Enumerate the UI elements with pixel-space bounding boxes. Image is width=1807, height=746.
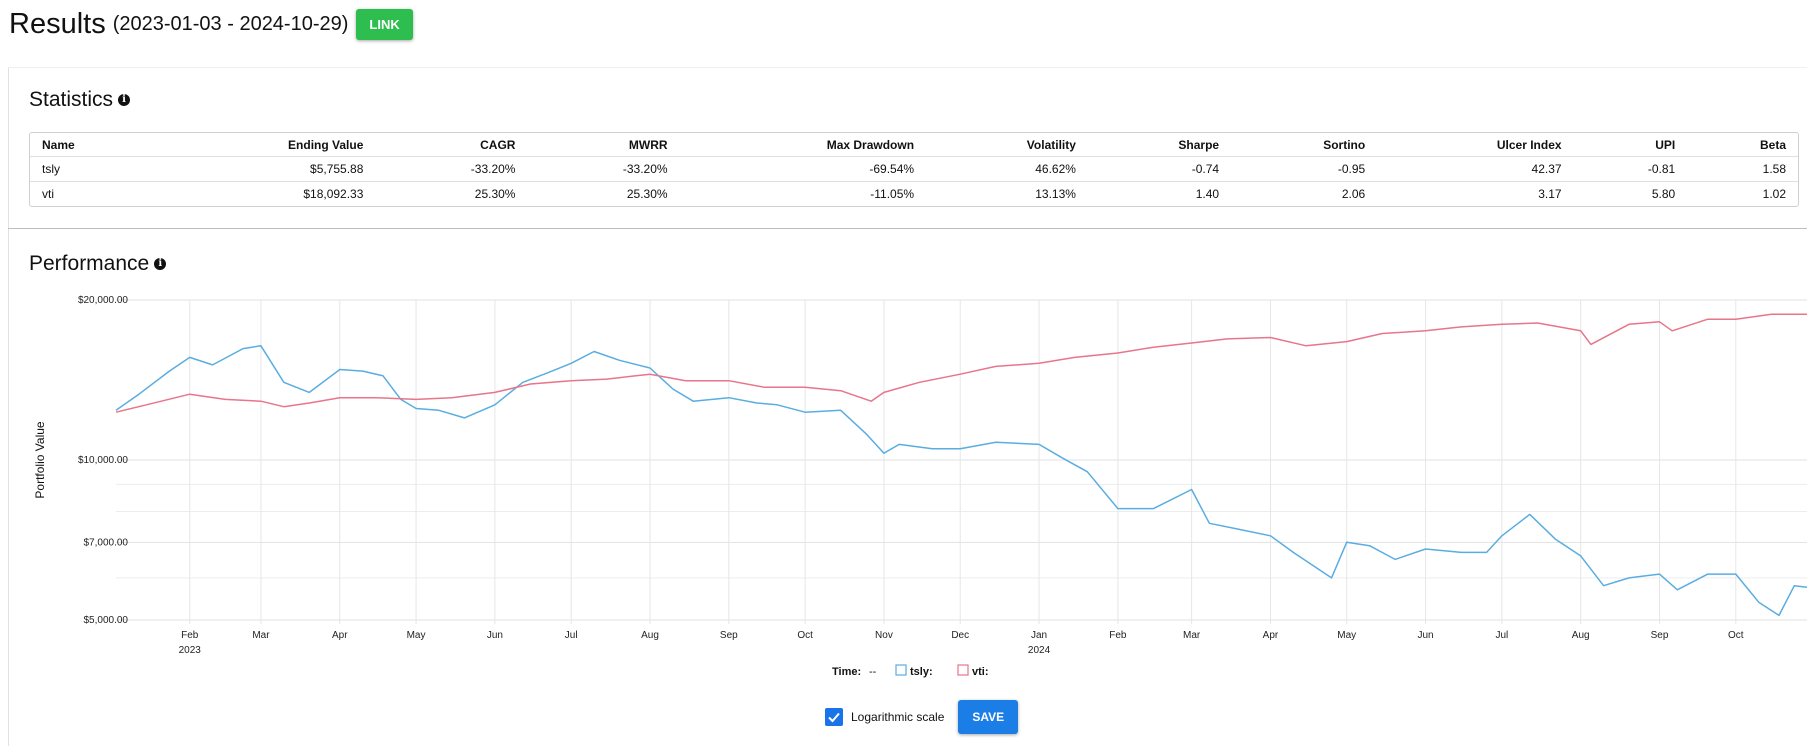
page-title: Results bbox=[9, 7, 106, 40]
x-tick-label: Feb bbox=[181, 630, 199, 641]
column-header: MWRR bbox=[628, 137, 668, 152]
x-tick-label: Apr bbox=[332, 630, 348, 641]
legend-time-value: -- bbox=[869, 666, 877, 678]
chart-controls: Logarithmic scale SAVE bbox=[825, 700, 1019, 734]
logarithmic-scale-checkbox[interactable] bbox=[825, 708, 843, 726]
x-tick-label: Jun bbox=[1418, 630, 1434, 641]
legend-time-label: Time: bbox=[832, 666, 861, 678]
column-header: Ulcer Index bbox=[1496, 137, 1562, 152]
y-tick-label: $5,000.00 bbox=[84, 615, 129, 626]
info-icon[interactable]: i bbox=[154, 258, 167, 270]
column-header: CAGR bbox=[480, 137, 516, 152]
results-panel bbox=[8, 67, 1807, 746]
series-line-vti bbox=[115, 313, 1807, 413]
x-tick-label: Jan bbox=[1031, 630, 1047, 641]
x-tick-label: Mar bbox=[252, 630, 270, 641]
y-tick-label: $7,000.00 bbox=[84, 537, 129, 548]
info-icon[interactable]: i bbox=[118, 94, 131, 106]
table-cell: $18,092.33 bbox=[155, 181, 376, 206]
x-tick-label: Apr bbox=[1263, 630, 1279, 641]
column-header: Sortino bbox=[1323, 137, 1366, 152]
x-tick-label: Dec bbox=[951, 630, 969, 641]
table-cell: -33.20% bbox=[375, 156, 528, 182]
table-cell: 5.80 bbox=[1573, 181, 1688, 206]
table-cell: -0.81 bbox=[1573, 156, 1688, 182]
table-cell: 3.17 bbox=[1377, 181, 1574, 206]
table-cell: vti bbox=[30, 181, 156, 206]
results-header: Results (2023-01-03 - 2024-10-29) LINK bbox=[9, 4, 413, 44]
section-divider bbox=[8, 228, 1807, 229]
x-tick-year-label: 2023 bbox=[179, 645, 202, 656]
performance-title: Performance bbox=[29, 252, 150, 275]
table-row: tsly $5,755.88 -33.20% -33.20% -69.54% 46.62%… bbox=[30, 156, 1798, 182]
table-cell: 46.62% bbox=[926, 156, 1088, 182]
legend-label-tsly: tsly: bbox=[910, 666, 933, 678]
statistics-table: Name Ending Value CAGR MWRR Max Drawdown Vola… bbox=[29, 132, 1799, 207]
table-cell: 1.02 bbox=[1687, 181, 1798, 206]
table-cell: 1.58 bbox=[1687, 156, 1798, 182]
y-tick-label: $20,000.00 bbox=[78, 295, 128, 306]
statistics-title: Statistics bbox=[29, 88, 114, 111]
table-cell: 42.37 bbox=[1377, 156, 1574, 182]
x-tick-label: Mar bbox=[1183, 630, 1201, 641]
date-range: (2023-01-03 - 2024-10-29) bbox=[112, 12, 349, 35]
table-cell: 1.40 bbox=[1087, 181, 1232, 206]
logarithmic-scale-label: Logarithmic scale bbox=[851, 710, 945, 724]
x-tick-label: Nov bbox=[875, 630, 893, 641]
table-cell: -33.20% bbox=[527, 156, 680, 182]
x-tick-label: Aug bbox=[1572, 630, 1590, 641]
table-cell: 13.13% bbox=[926, 181, 1088, 206]
x-tick-label: Aug bbox=[641, 630, 659, 641]
table-cell: -0.95 bbox=[1231, 156, 1378, 182]
statistics-heading: Statistics i bbox=[29, 88, 131, 112]
column-header: Sharpe bbox=[1178, 137, 1220, 152]
column-header: Max Drawdown bbox=[826, 137, 915, 152]
table-cell: -0.74 bbox=[1087, 156, 1232, 182]
column-header: Name bbox=[42, 137, 75, 152]
column-header: Ending Value bbox=[288, 137, 364, 152]
x-tick-label: Jul bbox=[565, 630, 578, 641]
performance-heading: Performance i bbox=[29, 252, 167, 276]
series-line-tsly bbox=[115, 345, 1807, 617]
legend-swatch-tsly bbox=[895, 664, 907, 676]
x-tick-label: Feb bbox=[1109, 630, 1127, 641]
table-cell: -11.05% bbox=[679, 181, 927, 206]
x-tick-label: Jun bbox=[487, 630, 503, 641]
table-header: Name Ending Value CAGR MWRR Max Drawdown Vola… bbox=[30, 133, 1798, 157]
table-cell: -69.54% bbox=[679, 156, 927, 182]
legend-swatch-vti bbox=[957, 664, 969, 676]
x-tick-year-label: 2024 bbox=[1028, 645, 1051, 656]
legend-label-vti: vti: bbox=[972, 666, 989, 678]
table-cell: tsly bbox=[30, 156, 156, 182]
x-tick-label: Oct bbox=[797, 630, 813, 641]
x-tick-label: Jul bbox=[1495, 630, 1508, 641]
x-tick-label: Sep bbox=[1651, 630, 1669, 641]
column-header: Volatility bbox=[1026, 137, 1076, 152]
table-cell: 25.30% bbox=[375, 181, 528, 206]
x-tick-label: May bbox=[1337, 630, 1356, 641]
x-tick-label: May bbox=[407, 630, 426, 641]
table-cell: 25.30% bbox=[527, 181, 680, 206]
column-header: UPI bbox=[1655, 137, 1676, 152]
x-tick-label: Oct bbox=[1728, 630, 1744, 641]
y-axis-label: Portfolio Value bbox=[33, 421, 47, 498]
link-button[interactable]: LINK bbox=[356, 8, 413, 40]
table-cell: $5,755.88 bbox=[155, 156, 376, 182]
table-cell: 2.06 bbox=[1231, 181, 1378, 206]
save-button[interactable]: SAVE bbox=[958, 700, 1019, 734]
column-header: Beta bbox=[1759, 137, 1786, 152]
x-tick-label: Sep bbox=[720, 630, 738, 641]
table-row: vti $18,092.33 25.30% 25.30% -11.05% 13.13% 1.… bbox=[30, 181, 1798, 206]
y-tick-label: $10,000.00 bbox=[78, 455, 128, 466]
check-icon bbox=[828, 712, 840, 723]
